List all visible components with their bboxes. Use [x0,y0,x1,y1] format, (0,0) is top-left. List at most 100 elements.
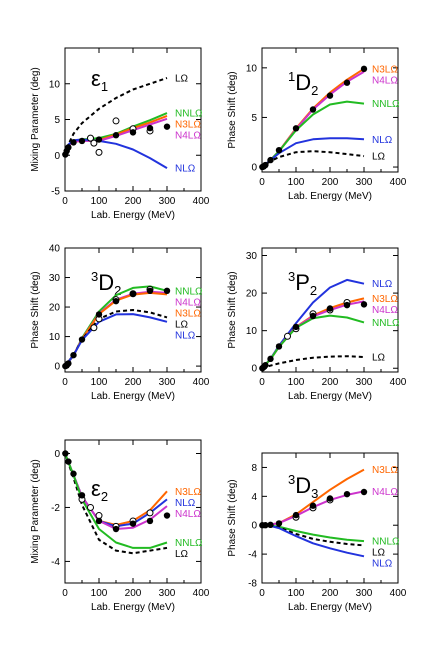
series-label-0: N3LΩ [175,487,201,498]
y-tick-label: -2 [51,503,60,514]
y-axis-label: Phase Shift (deg) [227,479,238,556]
data-point [70,351,77,359]
data-point [309,502,317,509]
series-label-3: LΩ [175,319,189,330]
x-tick-label: 0 [259,377,265,388]
x-tick-label: 400 [390,177,407,188]
x-tick-label: 300 [356,377,373,388]
open-data-point [90,324,98,332]
x-tick-label: 0 [259,177,265,188]
x-tick-label: 300 [159,377,176,388]
open-data-point [112,117,120,125]
data-point [62,450,69,457]
series-label-0: N3LΩ [372,465,398,476]
y-tick-label: 0 [251,163,257,174]
x-tick-label: 0 [62,377,68,388]
y-tick-label: 40 [49,244,61,255]
data-point [70,139,77,146]
y-tick-label: 10 [246,326,258,337]
y-tick-label: 0 [54,151,60,162]
series-label-0: LΩ [175,74,189,85]
title-subscript: 1 [101,79,108,94]
y-tick-label: -4 [51,557,60,568]
title-subscript: 2 [311,83,318,98]
y-tick-label: 10 [49,332,61,343]
panel-title: 3D2 [91,269,121,298]
data-point [326,305,334,312]
x-tick-label: 400 [193,588,210,599]
x-axis-label: Lab. Energy (MeV) [288,602,372,613]
data-point [70,470,77,477]
data-point [275,520,283,527]
x-tick-label: 100 [288,377,305,388]
panel-title: ε1 [91,66,108,94]
series-label-1: NNLΩ [175,109,203,120]
series-label-4: LΩ [372,152,386,163]
data-point [343,79,351,86]
title-superscript: 3 [91,269,98,284]
data-point [129,129,137,136]
y-axis-label: Phase Shift (deg) [30,271,41,348]
x-tick-label: 200 [125,196,142,207]
title-main: D [295,473,311,498]
x-tick-label: 0 [62,196,68,207]
y-axis-label: Mixing Parameter (deg) [30,459,41,563]
data-point [146,124,154,132]
data-point [146,517,154,525]
series-label-3: LΩ [175,549,189,560]
x-tick-label: 200 [322,377,339,388]
y-tick-label: 20 [246,289,258,300]
x-tick-label: 100 [91,377,108,388]
chart-panel-4: 0 100 200 300 400 0 10 20 30 Lab. Energy (MeV) Pha… [227,247,407,402]
series-label-1: N4LΩ [372,75,398,86]
series-label-4: NNLΩ [175,538,203,549]
series-label-1: N4LΩ [372,487,398,498]
y-tick-label: 8 [251,463,257,474]
y-tick-label: 0 [251,364,257,375]
y-axis-label: Mixing Parameter (deg) [30,67,41,171]
title-subscript: 2 [101,489,108,504]
chart-panel-6: 0 100 200 300 400 -8 -4 0 4 8 Lab. Energy (MeV) Pha… [227,452,407,613]
y-axis-label: Phase Shift (deg) [227,271,238,348]
x-tick-label: 400 [390,588,407,599]
x-tick-label: 300 [356,588,373,599]
series-line-2 [65,453,168,530]
data-point [360,488,368,496]
title-main: P [295,270,310,295]
series-label-0: NNLΩ [175,286,203,297]
y-tick-label: 5 [54,115,60,126]
data-point [292,125,300,132]
title-main: ε [91,476,101,501]
open-data-point [95,512,103,520]
data-point [112,297,120,305]
data-point [163,512,171,519]
data-point [163,287,171,295]
panel-title: 1D2 [288,69,318,98]
data-point [343,301,351,309]
title-superscript: 3 [288,472,295,487]
x-tick-label: 200 [125,377,142,388]
series-line-4 [262,150,365,168]
panel-title: 3D3 [288,472,318,501]
series-label-2: N4LΩ [372,305,398,316]
open-data-point [87,503,94,511]
series-label-1: N4LΩ [175,297,201,308]
y-tick-label: 0 [54,449,60,460]
y-tick-label: 5 [251,113,257,124]
open-data-point [95,148,103,156]
series-label-3: NLΩ [372,135,393,146]
y-tick-label: 20 [49,303,61,314]
title-subscript: 3 [311,486,318,501]
x-tick-label: 100 [288,588,305,599]
data-point [65,360,72,367]
x-tick-label: 100 [91,588,108,599]
y-tick-label: 10 [49,79,61,90]
data-point [309,312,317,320]
data-point [129,290,137,297]
y-tick-label: 10 [246,63,258,74]
title-main: ε [91,66,101,91]
data-point [309,106,317,113]
x-tick-label: 300 [356,177,373,188]
